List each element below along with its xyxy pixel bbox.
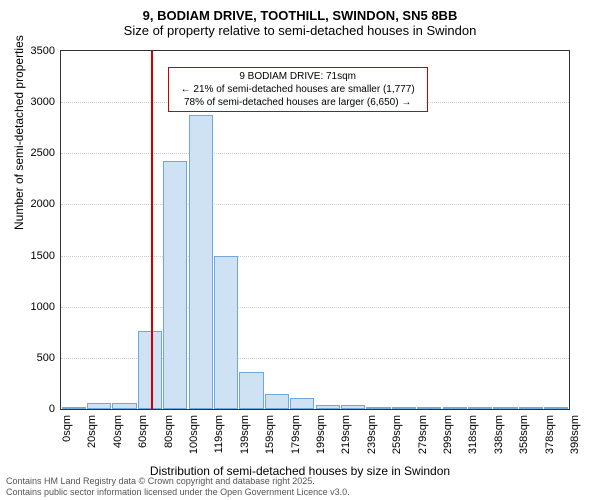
y-tick-label: 1500 (31, 250, 55, 262)
x-tick-label: 398sqm (569, 415, 581, 454)
histogram-bar (214, 256, 238, 409)
histogram-bar (62, 407, 86, 409)
histogram-bar (316, 405, 340, 409)
x-tick-label: 60sqm (137, 415, 149, 448)
annotation-line: 9 BODIAM DRIVE: 71sqm (173, 70, 423, 83)
footer-line-1: Contains HM Land Registry data © Crown c… (6, 476, 350, 487)
histogram-bar (87, 403, 111, 409)
histogram-bar (519, 407, 543, 409)
histogram-bar (341, 405, 365, 409)
x-tick-label: 159sqm (264, 415, 276, 454)
y-tick-label: 2000 (31, 198, 55, 210)
annotation-box: 9 BODIAM DRIVE: 71sqm← 21% of semi-detac… (168, 67, 428, 112)
gridline (61, 153, 569, 154)
histogram-bar (138, 331, 162, 409)
x-tick-label: 279sqm (417, 415, 429, 454)
gridline (61, 256, 569, 257)
histogram-bar (544, 407, 568, 409)
y-tick-label: 500 (37, 352, 55, 364)
x-tick-label: 259sqm (391, 415, 403, 454)
x-tick-label: 100sqm (188, 415, 200, 454)
footer-attribution: Contains HM Land Registry data © Crown c… (6, 476, 350, 498)
histogram-bar (112, 403, 136, 409)
histogram-bar (392, 407, 416, 409)
histogram-bar (239, 372, 263, 409)
histogram-bar (163, 161, 187, 409)
x-tick-label: 358sqm (518, 415, 530, 454)
annotation-line: ← 21% of semi-detached houses are smalle… (173, 83, 423, 96)
histogram-bar (443, 407, 467, 409)
y-tick-label: 3500 (31, 45, 55, 57)
chart-subtitle: Size of property relative to semi-detach… (0, 23, 600, 42)
chart-title: 9, BODIAM DRIVE, TOOTHILL, SWINDON, SN5 … (0, 0, 600, 23)
gridline (61, 204, 569, 205)
x-tick-label: 40sqm (112, 415, 124, 448)
y-tick-label: 1000 (31, 301, 55, 313)
y-axis-label: Number of semi-detached properties (12, 35, 26, 230)
histogram-bar (366, 407, 390, 409)
y-tick-label: 2500 (31, 147, 55, 159)
y-tick-label: 0 (49, 403, 55, 415)
histogram-bar (265, 394, 289, 409)
chart-plot-area: 05001000150020002500300035000sqm20sqm40s… (60, 50, 570, 410)
histogram-bar (468, 407, 492, 409)
y-tick-label: 3000 (31, 96, 55, 108)
x-tick-label: 119sqm (213, 415, 225, 453)
x-tick-label: 299sqm (442, 415, 454, 454)
x-tick-label: 378sqm (544, 415, 556, 454)
x-tick-label: 199sqm (315, 415, 327, 454)
x-tick-label: 338sqm (493, 415, 505, 454)
histogram-bar (189, 115, 213, 409)
footer-line-2: Contains public sector information licen… (6, 487, 350, 498)
histogram-bar (290, 398, 314, 409)
x-tick-label: 0sqm (61, 415, 73, 442)
x-tick-label: 20sqm (86, 415, 98, 448)
histogram-bar (493, 407, 517, 409)
histogram-bar (417, 407, 441, 409)
annotation-line: 78% of semi-detached houses are larger (… (173, 96, 423, 109)
x-tick-label: 80sqm (163, 415, 175, 448)
x-tick-label: 219sqm (340, 415, 352, 454)
x-tick-label: 139sqm (239, 415, 251, 454)
x-tick-label: 318sqm (467, 415, 479, 454)
x-tick-label: 179sqm (290, 415, 302, 454)
property-marker-line (151, 51, 153, 409)
gridline (61, 307, 569, 308)
x-tick-label: 239sqm (366, 415, 378, 454)
